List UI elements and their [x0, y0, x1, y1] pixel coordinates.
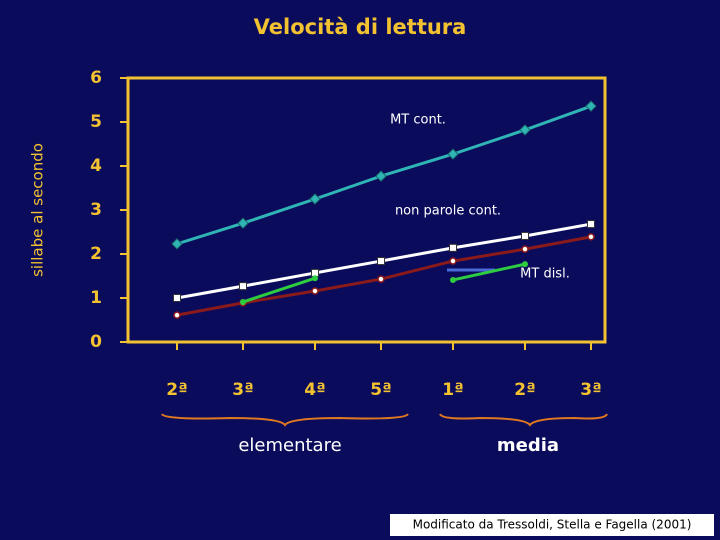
group-label: elementare [238, 435, 341, 456]
marker [171, 238, 183, 250]
y-tick-label: 0 [90, 332, 102, 352]
series-line [242, 262, 526, 304]
x-tick-label: 2ª [514, 380, 535, 400]
source: Modificato da Tressoldi, Stella e Fagell… [413, 518, 692, 532]
source-box [390, 514, 714, 536]
marker [450, 276, 456, 283]
marker [375, 170, 387, 182]
marker [521, 231, 529, 240]
marker [519, 124, 531, 136]
marker [239, 282, 247, 291]
x-tick-label: 1ª [442, 380, 463, 400]
marker [447, 148, 459, 160]
series-label: MT disl. [520, 267, 570, 282]
series-label: non parole cont. [395, 204, 501, 219]
marker [173, 311, 181, 319]
marker [585, 100, 597, 112]
marker [377, 275, 385, 283]
brace [439, 413, 608, 427]
brace [161, 413, 409, 427]
x-tick-label: 2ª [166, 380, 187, 400]
marker [587, 220, 595, 229]
y-tick-label: 5 [90, 112, 102, 132]
marker [312, 275, 318, 282]
y-tick-label: 2 [90, 244, 102, 264]
y-tick-label: 3 [90, 200, 102, 220]
group-label: media [497, 435, 559, 456]
y-tick-label: 4 [90, 156, 102, 176]
marker [173, 294, 181, 302]
marker [240, 298, 246, 305]
x-tick-label: 3ª [580, 380, 601, 400]
y-tick-label: 6 [90, 68, 102, 88]
marker [522, 261, 528, 268]
x-tick-label: 3ª [232, 380, 253, 400]
marker [237, 217, 249, 229]
x-tick-label: 5ª [370, 380, 391, 400]
marker [311, 287, 319, 295]
marker [377, 257, 385, 266]
y-tick-label: 1 [90, 288, 102, 308]
marker [309, 193, 321, 205]
marker [449, 243, 457, 252]
marker [521, 245, 529, 253]
y-axis-label: sillabe al secondo [29, 143, 47, 277]
series-label: MT cont. [390, 113, 446, 128]
x-tick-label: 4ª [304, 380, 325, 400]
marker [449, 257, 457, 265]
marker [587, 233, 595, 241]
chart-title: Velocità di lettura [254, 15, 467, 39]
